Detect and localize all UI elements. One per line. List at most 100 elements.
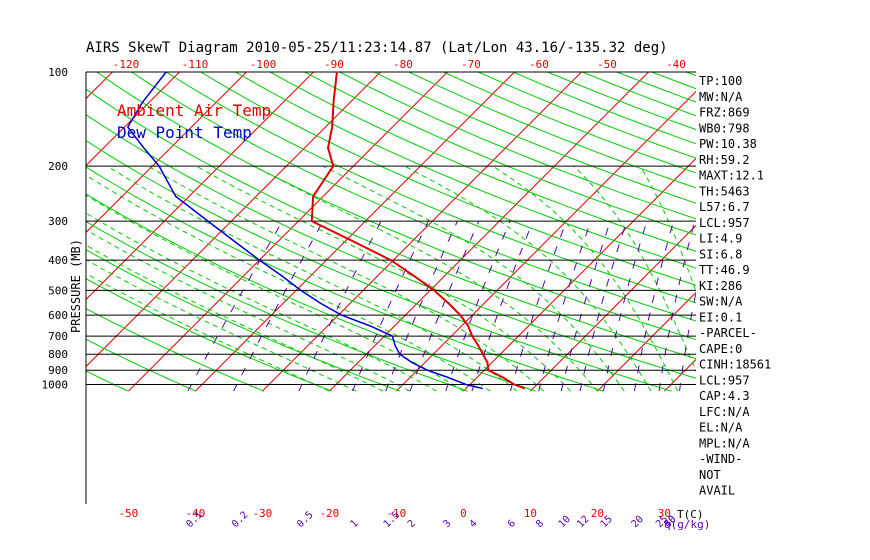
pressure-tick-labels: 100 200 300 400 500 600 700 800 900 1000: [42, 66, 69, 392]
dry-adiabat-line: [86, 166, 604, 392]
sounding-index: CAPE:0: [699, 342, 742, 356]
sounding-index: -WIND-: [699, 452, 742, 466]
pressure-tick-label: 200: [48, 160, 68, 173]
profiles: [126, 72, 526, 390]
isotherm-line: [86, 72, 113, 100]
mixing-ratio-label: 4: [468, 518, 480, 530]
moist-adiabat-line: [639, 165, 696, 293]
isotherm-line: [530, 224, 696, 392]
dry-adiabat-line: [200, 72, 696, 286]
legend-air-temp: Ambient Air Temp: [117, 101, 271, 120]
mixing-ratio-label: 8: [534, 518, 546, 530]
moist-adiabat-line: [86, 212, 437, 392]
dry-adiabat-line: [616, 72, 696, 103]
dry-adiabat-line: [131, 72, 696, 322]
dry-adiabat-line: [339, 72, 696, 220]
pressure-tick-label: 1000: [42, 379, 69, 392]
dry-adiabat-line: [304, 72, 696, 236]
pressure-tick-label: 600: [48, 309, 68, 322]
sounding-index: PW:10.38: [699, 137, 757, 151]
moist-adiabat-line: [573, 165, 696, 373]
bottom-temperature-tick-label: -20: [319, 507, 339, 520]
dry-adiabat-line: [86, 278, 332, 392]
sounding-index: LCL:957: [699, 373, 750, 387]
dry-adiabat-line: [86, 114, 696, 379]
pressure-tick-label: 900: [48, 364, 68, 377]
sounding-index: LFC:N/A: [699, 405, 750, 419]
top-temperature-tick-label: -50: [597, 58, 617, 71]
isotherm-line: [731, 72, 870, 391]
sounding-index: EI:0.1: [699, 310, 742, 324]
top-temperature-tick-label: -40: [666, 58, 686, 71]
bottom-temperature-tick-label: -30: [252, 507, 272, 520]
isotherm-line: [86, 72, 314, 301]
isotherm-line: [262, 72, 582, 392]
bottom-temperature-tick-label: -40: [185, 507, 205, 520]
mixing-ratio-label: 1: [348, 518, 360, 530]
mixing-ratio-line: [187, 220, 283, 392]
sounding-index: CAP:4.3: [699, 389, 750, 403]
top-temperature-tick-label: -70: [461, 58, 481, 71]
bottom-temperature-tick-label: -10: [386, 507, 406, 520]
mixing-ratio-label: 10: [557, 514, 573, 530]
pressure-tick-label: 500: [48, 284, 68, 297]
dry-adiabat-line: [269, 72, 696, 252]
sounding-index: MPL:N/A: [699, 436, 750, 450]
grid-lines: [0, 72, 870, 392]
moist-adiabat-line: [106, 165, 518, 392]
sounding-index: RH:59.2: [699, 153, 750, 167]
sounding-index: TT:46.9: [699, 263, 750, 277]
mixing-ratio-line: [409, 220, 480, 392]
sounding-index: MAXT:12.1: [699, 169, 764, 183]
dry-adiabat-line: [86, 88, 696, 360]
mixing-ratio-line: [679, 289, 696, 392]
isotherm-line: [195, 72, 515, 392]
sounding-index: LCL:957: [699, 216, 750, 230]
pressure-tick-label: 800: [48, 348, 68, 361]
isotherm-line: [86, 72, 180, 167]
mixing-ratio-line: [385, 220, 458, 392]
mixing-ratio-line: [538, 220, 592, 392]
pressure-tick-label: 700: [48, 330, 68, 343]
mixing-ratio-label: 2: [406, 518, 418, 530]
sounding-index: MW:N/A: [699, 90, 743, 104]
bottom-temperature-tick-label: 0: [460, 507, 467, 520]
sounding-index: TP:100: [699, 74, 742, 88]
mixing-ratio-line: [560, 220, 611, 392]
top-temperature-tick-label: -110: [182, 58, 209, 71]
mixing-ratio-line: [658, 220, 696, 392]
mixing-ratio-line: [509, 220, 567, 392]
isotherm-line: [865, 72, 870, 391]
isotherm-line: [0, 72, 46, 391]
ambient-air-temp-line: [310, 72, 526, 390]
mixing-ratio-line: [298, 220, 382, 392]
moist-adiabat-line: [86, 229, 411, 392]
sounding-index: TH:5463: [699, 184, 750, 198]
mixing-ratio-label: 0.5: [295, 510, 316, 531]
isotherm-line: [86, 72, 247, 234]
top-temperature-tick-label: -60: [529, 58, 549, 71]
mixing-ratio-line: [579, 220, 628, 392]
pressure-tick-label: 100: [48, 66, 68, 79]
moist-adiabat-line: [86, 244, 384, 392]
sounding-index: FRZ:869: [699, 106, 750, 120]
moist-adiabat-line: [195, 165, 571, 392]
pressure-tick-label: 400: [48, 254, 68, 267]
dew-point-temp-line: [126, 72, 483, 390]
sounding-index: LI:4.9: [699, 232, 742, 246]
isotherm-line: [798, 72, 870, 391]
bottom-temperature-tick-label: 20: [591, 507, 604, 520]
moist-adiabat-line: [253, 165, 598, 392]
sounding-index: AVAIL: [699, 484, 735, 498]
dry-adiabat-line: [96, 72, 696, 341]
mixing-ratio-line: [634, 220, 675, 392]
dry-adiabat-line: [86, 307, 265, 392]
moist-adiabat-line: [86, 272, 330, 392]
pressure-tick-label: 300: [48, 215, 68, 228]
isotherm-line: [329, 72, 649, 392]
moist-adiabat-line: [492, 165, 679, 392]
bottom-temperature-tick-label: 30: [658, 507, 671, 520]
dry-adiabat-line: [86, 139, 672, 392]
